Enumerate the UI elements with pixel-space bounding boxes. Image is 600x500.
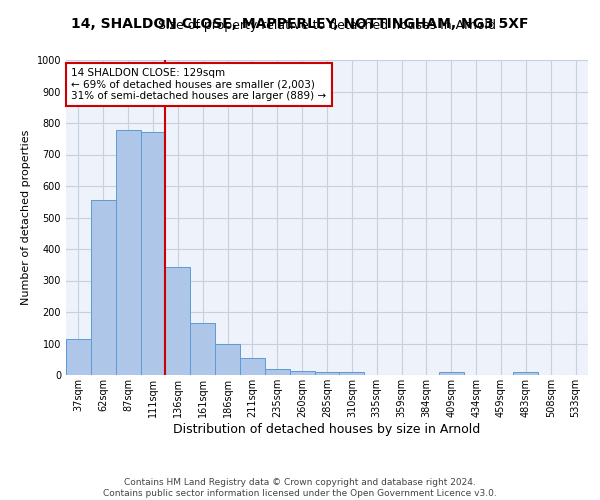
Text: Contains HM Land Registry data © Crown copyright and database right 2024.
Contai: Contains HM Land Registry data © Crown c… [103, 478, 497, 498]
Bar [314, 372, 340, 375]
Y-axis label: Number of detached properties: Number of detached properties [21, 130, 31, 305]
Bar [66, 340, 91, 375]
Bar [91, 200, 116, 375]
Bar [240, 358, 265, 375]
Bar [215, 344, 240, 375]
Text: 14, SHALDON CLOSE, MAPPERLEY, NOTTINGHAM, NG3 5XF: 14, SHALDON CLOSE, MAPPERLEY, NOTTINGHAM… [71, 18, 529, 32]
Bar [340, 372, 364, 375]
Bar [190, 323, 215, 375]
Bar [166, 266, 190, 375]
Title: Size of property relative to detached houses in Arnold: Size of property relative to detached ho… [158, 20, 496, 32]
Bar [439, 372, 464, 375]
Bar [290, 371, 314, 375]
X-axis label: Distribution of detached houses by size in Arnold: Distribution of detached houses by size … [173, 422, 481, 436]
Bar [116, 130, 140, 375]
Bar [265, 370, 290, 375]
Text: 14 SHALDON CLOSE: 129sqm
← 69% of detached houses are smaller (2,003)
31% of sem: 14 SHALDON CLOSE: 129sqm ← 69% of detach… [71, 68, 326, 101]
Bar [140, 132, 166, 375]
Bar [514, 372, 538, 375]
